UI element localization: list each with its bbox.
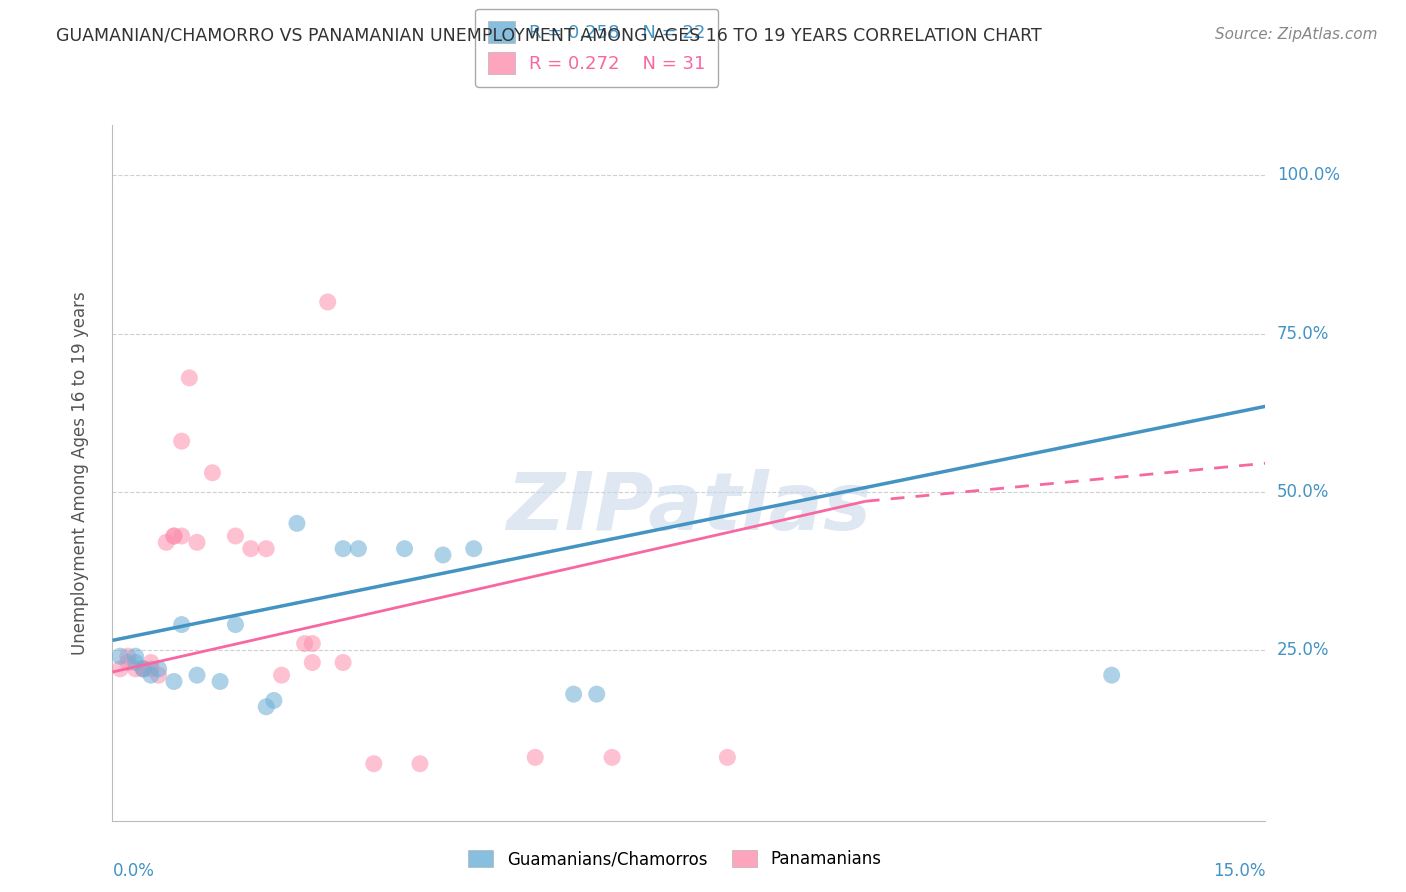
Text: 100.0%: 100.0% [1277,167,1340,185]
Point [132,662,155,676]
Point [132,662,155,676]
Point [432,548,454,562]
Point [316,295,339,310]
Point [585,687,607,701]
Point [254,541,277,556]
Text: 0.0%: 0.0% [112,863,155,880]
Point [332,541,354,556]
Point [409,756,432,771]
Point [263,693,285,707]
Point [254,699,277,714]
Point [394,541,416,556]
Text: GUAMANIAN/CHAMORRO VS PANAMANIAN UNEMPLOYMENT AMONG AGES 16 TO 19 YEARS CORRELAT: GUAMANIAN/CHAMORRO VS PANAMANIAN UNEMPLO… [56,27,1042,45]
Point [124,662,146,676]
Point [285,516,308,531]
Point [332,656,354,670]
Point [148,668,170,682]
Point [201,466,224,480]
Point [148,662,170,676]
Point [124,656,146,670]
Point [139,668,162,682]
Point [108,649,131,664]
Point [170,529,193,543]
Point [524,750,547,764]
Point [155,535,177,549]
Text: ZIPatlas: ZIPatlas [506,468,872,547]
Text: 25.0%: 25.0% [1277,640,1330,659]
Text: 75.0%: 75.0% [1277,325,1329,343]
Point [270,668,292,682]
Point [239,541,262,556]
Y-axis label: Unemployment Among Ages 16 to 19 years: Unemployment Among Ages 16 to 19 years [70,291,89,655]
Point [124,649,146,664]
Point [163,674,186,689]
Point [301,656,323,670]
Point [117,656,139,670]
Point [562,687,585,701]
Text: Source: ZipAtlas.com: Source: ZipAtlas.com [1215,27,1378,42]
Point [224,617,246,632]
Point [294,636,316,650]
Point [209,674,232,689]
Point [363,756,385,771]
Point [186,535,208,549]
Text: 50.0%: 50.0% [1277,483,1329,500]
Legend: R = 0.258    N = 22, R = 0.272    N = 31: R = 0.258 N = 22, R = 0.272 N = 31 [475,9,718,87]
Point [186,668,208,682]
Point [1101,668,1123,682]
Point [463,541,485,556]
Point [716,750,738,764]
Legend: Guamanians/Chamorros, Panamanians: Guamanians/Chamorros, Panamanians [461,843,889,875]
Point [347,541,370,556]
Point [132,662,155,676]
Point [224,529,246,543]
Point [163,529,186,543]
Point [179,371,201,385]
Point [170,617,193,632]
Point [163,529,186,543]
Point [139,662,162,676]
Text: 15.0%: 15.0% [1213,863,1265,880]
Point [117,649,139,664]
Point [170,434,193,449]
Point [139,656,162,670]
Point [600,750,623,764]
Point [108,662,131,676]
Point [301,636,323,650]
